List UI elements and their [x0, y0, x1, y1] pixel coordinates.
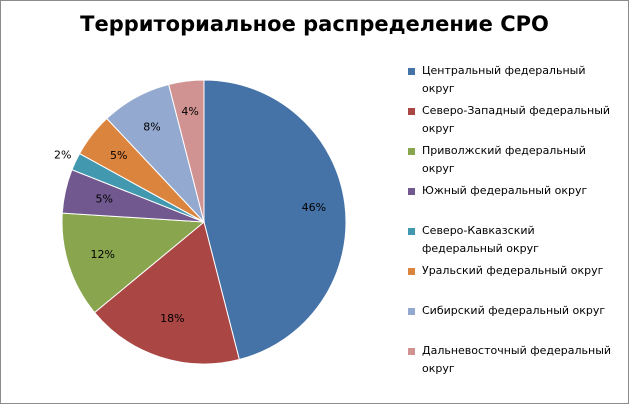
legend-label: Южный федеральный округ: [422, 184, 588, 197]
legend-label: Дальневосточный федеральный округ: [422, 344, 612, 375]
legend-label: Приволжский федеральный округ: [422, 144, 586, 175]
legend-swatch: [408, 188, 415, 195]
legend-label: Северо-Кавказский федеральный округ: [422, 224, 539, 255]
legend-swatch: [408, 268, 415, 275]
legend-label: Уральский федеральный округ: [422, 264, 604, 277]
data-label-7: 8%: [143, 120, 160, 133]
pie-slice-1: [203, 79, 347, 361]
data-label-8: 4%: [181, 105, 198, 118]
legend-label: Северо-Западный федеральный округ: [422, 104, 611, 135]
data-label-5: 2%: [54, 149, 71, 162]
legend-swatch: [408, 108, 415, 115]
data-label-3: 12%: [90, 248, 114, 261]
legend-label: Сибирский федеральный округ: [422, 304, 606, 317]
legend-swatch: [408, 148, 415, 155]
chart-title: Территориальное распределение СРО: [80, 12, 549, 36]
legend-swatch: [408, 308, 415, 315]
legend-swatch: [408, 228, 415, 235]
data-label-2: 18%: [160, 312, 184, 325]
data-label-4: 5%: [95, 193, 112, 206]
legend-swatch: [408, 68, 415, 75]
legend-swatch: [408, 348, 415, 355]
data-label-1: 46%: [302, 201, 326, 214]
pie-slice-3: [61, 212, 206, 314]
pie-slice-2: [93, 221, 240, 365]
pie-slice-8: [168, 79, 205, 223]
data-label-6: 5%: [110, 149, 127, 162]
legend-label: Центральный федеральный округ: [422, 64, 586, 95]
